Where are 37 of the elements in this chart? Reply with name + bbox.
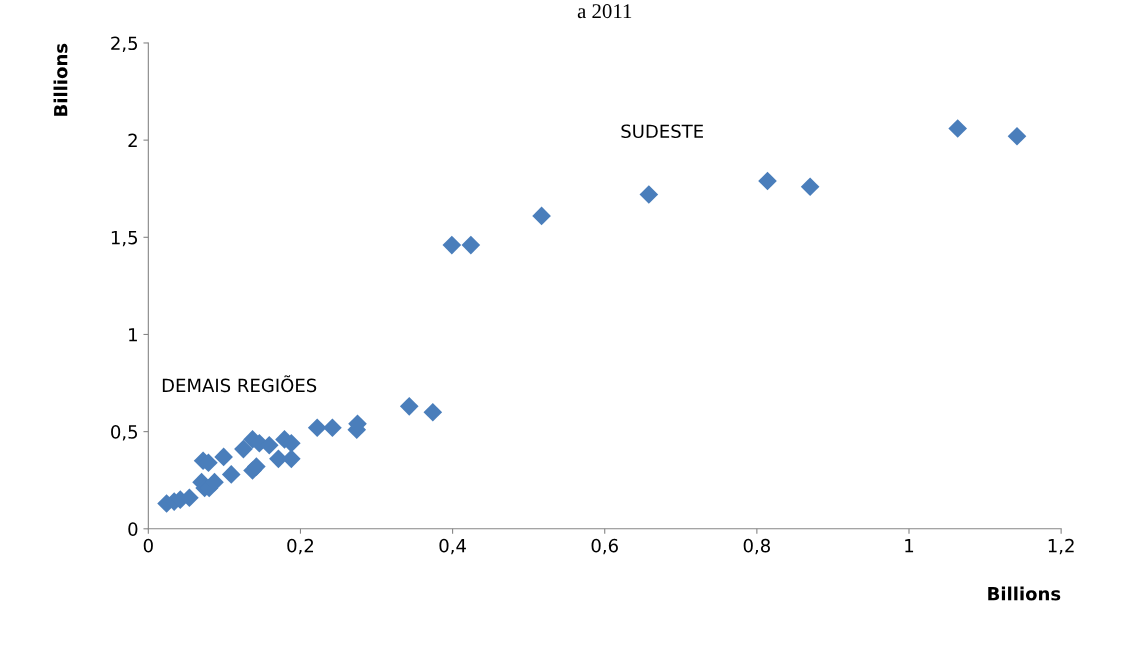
point — [205, 472, 224, 492]
x-tick-label: 0 — [143, 538, 153, 553]
x-tick-label: 0,8 — [743, 538, 770, 555]
point — [1007, 126, 1027, 146]
point — [758, 171, 777, 191]
point — [269, 449, 288, 469]
point — [221, 465, 241, 484]
point — [214, 447, 233, 467]
point — [234, 439, 253, 459]
x-tick-label: 0,2 — [287, 538, 314, 555]
y-tick-label: 1,5 — [111, 231, 138, 247]
y-tick-label: 0,5 — [111, 425, 138, 441]
annotation: SUDESTE — [621, 124, 703, 139]
point — [282, 449, 301, 469]
x-tick-label: 0,6 — [591, 538, 618, 555]
point — [423, 402, 443, 422]
point — [461, 235, 481, 255]
x-tick-label: 0,4 — [439, 538, 466, 555]
y-tick-label: 0 — [128, 522, 138, 536]
x-tick-label: 1 — [905, 539, 914, 553]
y-tick-label: 1 — [129, 328, 137, 342]
chart-title: a 2011 — [577, 4, 632, 19]
point — [247, 457, 266, 476]
y-tick-label: 2,5 — [111, 36, 138, 52]
point — [307, 418, 327, 438]
y-axis-title: Billions — [53, 43, 68, 116]
point — [532, 206, 551, 226]
point — [639, 185, 659, 204]
point — [442, 235, 462, 255]
point — [323, 418, 342, 438]
point — [800, 177, 820, 197]
point — [948, 119, 967, 138]
annotation: DEMAIS REGIÕES — [162, 375, 317, 393]
y-tick-label: 2 — [128, 133, 137, 147]
x-axis-title: Billions — [988, 586, 1061, 601]
point — [399, 397, 419, 416]
x-tick-label: 1,2 — [1048, 538, 1074, 555]
